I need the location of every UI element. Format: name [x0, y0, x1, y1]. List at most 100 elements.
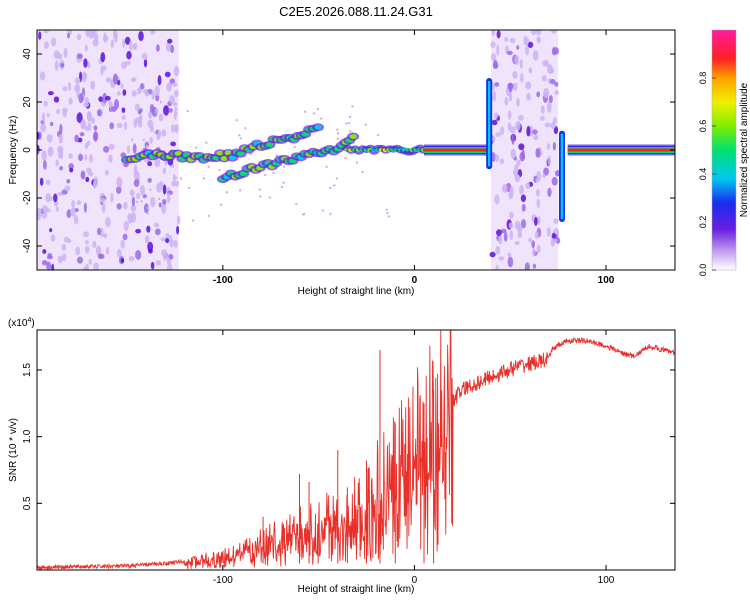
- noise-blob: [100, 197, 106, 203]
- faint-dot: [207, 165, 210, 168]
- noise-blob: [520, 194, 527, 202]
- noise-blob: [553, 126, 559, 135]
- noise-blob: [507, 110, 512, 120]
- noise-blob: [149, 136, 153, 144]
- noise-blob: [150, 261, 155, 270]
- noise-blob: [40, 123, 47, 133]
- noise-blob: [166, 192, 171, 204]
- noise-blob: [535, 147, 541, 158]
- spectrogram-xlabel: Height of straight line (km): [298, 286, 415, 297]
- faint-dot: [268, 196, 271, 199]
- noise-blob: [97, 227, 101, 236]
- noise-blob: [549, 78, 556, 85]
- noise-blob: [525, 45, 530, 56]
- noise-blob: [511, 134, 515, 145]
- noise-blob: [524, 262, 530, 270]
- noise-blob: [116, 186, 122, 194]
- noise-blob: [491, 119, 498, 126]
- noise-blob: [534, 216, 538, 226]
- noise-blob: [64, 185, 71, 192]
- noise-blob: [553, 218, 559, 224]
- noise-blob: [168, 235, 173, 240]
- noise-blob: [90, 80, 96, 90]
- faint-dot: [385, 208, 388, 211]
- faint-dot: [364, 123, 367, 126]
- noise-blob: [87, 61, 91, 69]
- noise-blob: [168, 108, 173, 113]
- noise-blob: [76, 256, 84, 264]
- noise-blob: [41, 112, 45, 123]
- noise-blob: [143, 203, 149, 214]
- noise-blob: [490, 41, 496, 48]
- noise-blob: [93, 131, 99, 142]
- noise-blob: [518, 143, 525, 151]
- noise-blob: [532, 263, 537, 269]
- faint-dot: [302, 212, 306, 216]
- signal-blob: [220, 156, 228, 161]
- colorbar-tick-label: 0.4: [698, 168, 708, 181]
- noise-blob: [531, 30, 537, 36]
- noise-blob: [528, 237, 533, 243]
- noise-blob: [120, 239, 125, 249]
- noise-blob: [500, 228, 507, 234]
- tone-band-core: [567, 148, 675, 152]
- noise-blob: [91, 117, 95, 124]
- noise-blob: [84, 126, 89, 131]
- noise-blob: [156, 182, 162, 193]
- noise-blob: [532, 247, 536, 256]
- colorbar-tick-label: 0.2: [698, 216, 708, 229]
- signal-blob: [174, 151, 182, 156]
- noise-blob: [110, 192, 114, 203]
- noise-blob: [49, 228, 53, 233]
- noise-blob: [54, 60, 59, 71]
- noise-blob: [88, 258, 92, 266]
- noise-blob: [85, 176, 90, 183]
- noise-blob: [108, 154, 113, 163]
- noise-blob: [169, 238, 174, 248]
- noise-blob: [113, 98, 120, 110]
- faint-dot: [376, 134, 380, 137]
- noise-blob: [166, 82, 172, 92]
- noise-blob: [171, 82, 178, 87]
- noise-blob: [146, 225, 151, 233]
- noise-blob: [43, 100, 48, 107]
- noise-blob: [110, 39, 115, 49]
- noise-blob: [499, 158, 505, 165]
- noise-blob: [143, 58, 148, 68]
- faint-dot: [153, 131, 157, 134]
- spike-core: [487, 81, 491, 167]
- faint-dot: [225, 191, 229, 194]
- y-tick-label: -20: [22, 190, 33, 205]
- noise-blob: [553, 47, 560, 55]
- noise-blob: [122, 38, 126, 48]
- noise-blob: [132, 143, 137, 154]
- noise-blob: [74, 134, 79, 143]
- faint-dot: [320, 117, 323, 120]
- noise-blob: [554, 90, 559, 95]
- faint-dot: [312, 112, 316, 115]
- noise-blob: [47, 146, 54, 157]
- signal-blob: [228, 155, 237, 161]
- tone-band-core: [424, 148, 488, 152]
- noise-blob: [100, 52, 106, 63]
- noise-blob: [116, 248, 122, 258]
- noise-blob: [491, 135, 496, 143]
- noise-blob: [544, 122, 551, 128]
- noise-blob: [66, 179, 71, 184]
- noise-blob: [123, 201, 128, 210]
- faint-dot: [191, 219, 195, 222]
- noise-blob: [131, 196, 136, 207]
- noise-blob: [90, 30, 96, 35]
- noise-blob: [42, 159, 47, 170]
- faint-dot: [186, 109, 189, 113]
- colorbar-tick-label: 0.6: [698, 120, 708, 133]
- colorbar-tick-label: 0.0: [698, 264, 708, 277]
- noise-blob: [66, 209, 72, 219]
- noise-blob: [525, 182, 531, 190]
- noise-blob: [515, 97, 520, 107]
- noise-blob: [547, 155, 551, 167]
- noise-blob: [165, 238, 170, 244]
- noise-blob: [86, 111, 91, 121]
- noise-blob: [493, 59, 498, 68]
- faint-dot: [131, 138, 134, 141]
